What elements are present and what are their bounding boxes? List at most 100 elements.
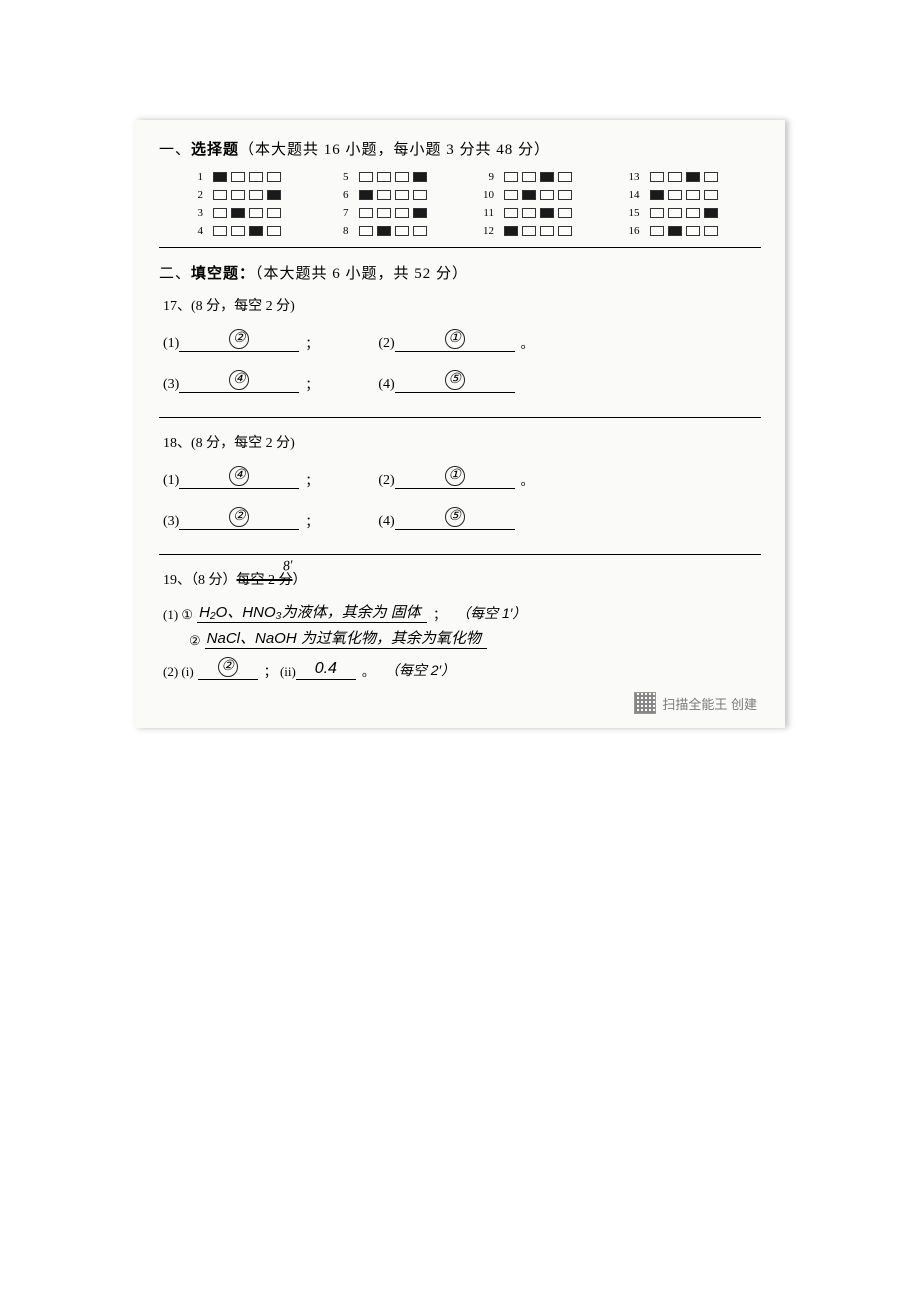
mc-box xyxy=(522,172,536,182)
mc-box xyxy=(395,226,409,236)
mc-num: 13 xyxy=(626,171,640,183)
mc-boxes xyxy=(504,226,572,236)
mc-boxes xyxy=(650,190,718,200)
mc-box xyxy=(558,208,572,218)
q18-sub2-ans: ① xyxy=(395,466,515,489)
mc-box xyxy=(668,172,682,182)
mc-box xyxy=(395,208,409,218)
mc-box xyxy=(504,190,518,200)
q18-sub4-ans: ⑤ xyxy=(395,507,515,530)
mc-item: 15 xyxy=(626,207,752,219)
mc-box xyxy=(249,226,263,236)
q17-sub1-ans: ② xyxy=(179,329,299,352)
divider-3 xyxy=(159,554,761,555)
mc-num: 1 xyxy=(189,171,203,183)
mc-box xyxy=(267,172,281,182)
q18-sub3-ans: ② xyxy=(179,507,299,530)
mc-box xyxy=(377,208,391,218)
q19-line3-mid: ； (ii) xyxy=(264,661,296,680)
mc-item: 11 xyxy=(480,207,606,219)
mc-box xyxy=(413,190,427,200)
mc-box xyxy=(267,190,281,200)
mc-num: 5 xyxy=(335,171,349,183)
q18-sub3: (3) ② ； xyxy=(163,507,318,530)
q19: 8′ 19、（8 分）每空 2 分） (1) ① H₂O、HNO₃为液体，其余为… xyxy=(159,569,761,680)
mc-num: 10 xyxy=(480,189,494,201)
q19-note3: （每空 2′） xyxy=(385,660,455,680)
q17-sub2-ans: ① xyxy=(395,329,515,352)
mc-box xyxy=(558,226,572,236)
q17-sub1-punct: ； xyxy=(305,333,318,352)
mc-item: 13 xyxy=(626,171,752,183)
q17-sub3: (3) ④ ； xyxy=(163,370,318,393)
mc-box xyxy=(522,208,536,218)
mc-box xyxy=(395,190,409,200)
q19-note1: （每空 1′） xyxy=(456,603,526,623)
mc-box xyxy=(395,172,409,182)
q19-head: 19、（8 分）每空 2 分） xyxy=(163,569,761,589)
mc-box xyxy=(504,208,518,218)
mc-box xyxy=(213,172,227,182)
mc-box xyxy=(413,208,427,218)
mc-item: 16 xyxy=(626,225,752,237)
mc-item: 14 xyxy=(626,189,752,201)
mc-boxes xyxy=(650,208,718,218)
mc-num: 14 xyxy=(626,189,640,201)
mc-boxes xyxy=(213,208,281,218)
mc-box xyxy=(650,226,664,236)
mc-box xyxy=(522,190,536,200)
section2-bold: 填空题： xyxy=(191,266,255,282)
q19-line2-ans: NaCl、NaOH 为过氧化物，其余为氧化物 xyxy=(205,631,487,649)
q18-head: 18、(8 分，每空 2 分) xyxy=(163,432,761,452)
q18-sub2-label: (2) xyxy=(378,473,394,489)
mc-item: 3 xyxy=(189,207,315,219)
mc-item: 6 xyxy=(335,189,461,201)
mc-boxes xyxy=(359,190,427,200)
mc-box xyxy=(650,208,664,218)
q17-sub1: (1) ② ； xyxy=(163,329,318,352)
mc-box xyxy=(668,208,682,218)
q17-sub4-ans: ⑤ xyxy=(395,370,515,393)
mc-item: 5 xyxy=(335,171,461,183)
mc-box xyxy=(359,190,373,200)
qr-icon xyxy=(634,692,656,714)
section1-title: 一、选择题（本大题共 16 小题，每小题 3 分共 48 分） xyxy=(159,138,761,159)
divider-2 xyxy=(159,417,761,418)
q19-line1: (1) ① H₂O、HNO₃为液体，其余为 固体 ； （每空 1′） xyxy=(163,603,761,623)
q18-sub1-label: (1) xyxy=(163,473,179,489)
section1-prefix: 一、 xyxy=(159,142,191,158)
divider-1 xyxy=(159,247,761,248)
mc-box xyxy=(540,226,554,236)
q18-sub1-punct: ； xyxy=(305,470,318,489)
mc-boxes xyxy=(650,172,718,182)
mc-box xyxy=(377,190,391,200)
mc-item: 10 xyxy=(480,189,606,201)
mc-item: 7 xyxy=(335,207,461,219)
mc-item: 12 xyxy=(480,225,606,237)
mc-box xyxy=(213,208,227,218)
q18: 18、(8 分，每空 2 分) (1) ④ ； (2) ① 。 (3) ② ； … xyxy=(159,432,761,530)
q17-sub1-label: (1) xyxy=(163,336,179,352)
mc-boxes xyxy=(213,190,281,200)
section2-title: 二、填空题：（本大题共 6 小题，共 52 分） xyxy=(159,262,761,283)
mc-boxes xyxy=(213,226,281,236)
q18-sub2-punct: 。 xyxy=(521,470,534,489)
section2-prefix: 二、 xyxy=(159,266,191,282)
q19-scribble: 8′ xyxy=(282,559,294,576)
q19-line3-ans: ② xyxy=(198,657,258,680)
mc-box xyxy=(413,172,427,182)
q17-sub4-label: (4) xyxy=(378,377,394,393)
mc-box xyxy=(249,172,263,182)
mc-boxes xyxy=(504,208,572,218)
mc-box xyxy=(668,190,682,200)
mc-box xyxy=(650,172,664,182)
mc-box xyxy=(249,208,263,218)
mc-box xyxy=(231,190,245,200)
mc-box xyxy=(413,226,427,236)
mc-item: 9 xyxy=(480,171,606,183)
scan-watermark: 扫描全能王 创建 xyxy=(634,692,757,714)
mc-boxes xyxy=(650,226,718,236)
mc-boxes xyxy=(213,172,281,182)
q17-sub2-label: (2) xyxy=(378,336,394,352)
mc-boxes xyxy=(359,208,427,218)
